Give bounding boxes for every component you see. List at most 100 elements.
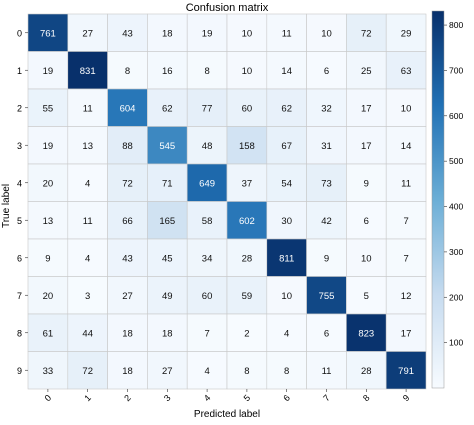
cell-value-9-6: 8 [284,366,289,377]
cell-value-1-3: 16 [162,66,173,77]
cell-value-9-1: 72 [82,366,93,377]
heatmap-cell-9-8 [346,351,387,390]
cell-value-8-4: 7 [204,328,209,339]
cell-value-2-7: 32 [321,103,332,114]
heatmap-cell-8-2 [107,313,148,352]
cell-value-9-8: 28 [361,366,372,377]
cell-value-0-7: 10 [321,28,332,39]
cell-value-8-0: 61 [43,328,54,339]
x-tick-label-4: 4 [202,393,213,404]
y-tick-label-9: 9 [17,366,22,376]
cell-value-4-0: 20 [43,178,54,189]
heatmap-cells [27,13,427,390]
cell-value-0-1: 27 [82,28,93,39]
heatmap-cell-1-5 [226,51,268,90]
heatmap-cell-6-7 [306,238,347,277]
cell-value-6-7: 9 [324,253,329,264]
cell-value-6-0: 9 [45,253,50,264]
cell-value-3-6: 67 [281,141,292,152]
cell-value-0-5: 10 [242,28,253,39]
heatmap-cell-9-6 [266,351,307,390]
heatmap-cell-4-1 [67,163,108,202]
heatmap-cell-8-8 [346,313,387,352]
cell-value-6-4: 34 [202,253,213,264]
x-tick-label-6: 6 [281,393,292,404]
cell-value-4-4: 649 [199,178,215,189]
cell-value-5-7: 42 [321,216,332,227]
cell-value-3-2: 88 [122,141,133,152]
heatmap-cell-7-5 [226,276,268,315]
heatmap-cell-3-9 [385,126,427,165]
x-tick-label-5: 5 [242,393,253,404]
cell-value-1-1: 831 [80,66,96,77]
cell-value-5-2: 66 [122,216,133,227]
cell-value-5-4: 58 [202,216,213,227]
heatmap-cell-4-9 [385,163,427,202]
cell-value-3-4: 48 [202,141,213,152]
cell-value-7-8: 5 [364,291,369,302]
cell-value-5-6: 30 [281,216,292,227]
heatmap-cell-7-4 [186,276,228,315]
cell-value-2-8: 17 [361,103,372,114]
heatmap-cell-1-6 [266,51,307,90]
y-tick-label-1: 1 [17,66,22,76]
x-tick-label-9: 9 [401,393,412,404]
cell-value-3-5: 158 [239,141,255,152]
cell-value-7-1: 3 [85,291,90,302]
x-tick-label-2: 2 [122,393,133,404]
heatmap-cell-6-3 [147,238,188,277]
heatmap-cell-7-3 [147,276,188,315]
cell-value-0-8: 72 [361,28,372,39]
cell-value-7-6: 10 [281,291,292,302]
heatmap-cell-8-3 [147,313,188,352]
cell-value-3-0: 19 [43,141,54,152]
cell-value-9-0: 33 [43,366,54,377]
cell-value-1-4: 8 [204,66,209,77]
heatmap-cell-2-4 [186,88,228,127]
cell-value-0-9: 29 [401,28,412,39]
heatmap-cell-2-7 [306,88,347,127]
heatmap-cell-4-4 [186,163,228,202]
heatmap-cell-6-8 [346,238,387,277]
cell-value-6-2: 43 [122,253,133,264]
cell-value-9-2: 18 [122,366,133,377]
heatmap-cell-0-5 [226,13,268,52]
heatmap-cell-4-8 [346,163,387,202]
cell-value-8-8: 823 [358,328,374,339]
y-tick-label-4: 4 [17,178,22,188]
cell-value-0-3: 18 [162,28,173,39]
heatmap-cell-5-2 [107,201,148,240]
heatmap-cell-0-0 [27,13,69,52]
heatmap-cell-3-0 [27,126,69,165]
cell-value-7-9: 12 [401,291,412,302]
cell-value-3-3: 545 [159,141,175,152]
y-tick-label-5: 5 [17,216,22,226]
heatmap-cell-1-9 [385,51,427,90]
heatmap-cell-8-9 [385,313,427,352]
y-tick-label-0: 0 [17,28,22,38]
x-tick-label-8: 8 [361,393,372,404]
heatmap-cell-9-5 [226,351,268,390]
heatmap-cell-1-3 [147,51,188,90]
heatmap-cell-6-9 [385,238,427,277]
cell-value-3-9: 14 [401,141,412,152]
cell-value-3-8: 17 [361,141,372,152]
cell-value-9-9: 791 [398,366,414,377]
heatmap-cell-9-7 [306,351,347,390]
cell-value-7-7: 755 [319,291,335,302]
heatmap-cell-8-4 [186,313,228,352]
heatmap-cell-2-8 [346,88,387,127]
cell-value-0-6: 11 [282,28,292,39]
heatmap-cell-0-1 [67,13,108,52]
heatmap-cell-8-7 [306,313,347,352]
heatmap-cell-2-9 [385,88,427,127]
colorbar-ticks: 100 200 300 400 500 600 700 800 [444,20,463,348]
heatmap-cell-6-0 [27,238,69,277]
x-tick-label-3: 3 [162,393,173,404]
heatmap-cell-7-6 [266,276,307,315]
x-axis-label: Predicted label [194,409,260,420]
colorbar-tick-label-600: 600 [449,111,463,121]
cell-value-8-9: 17 [401,328,412,339]
